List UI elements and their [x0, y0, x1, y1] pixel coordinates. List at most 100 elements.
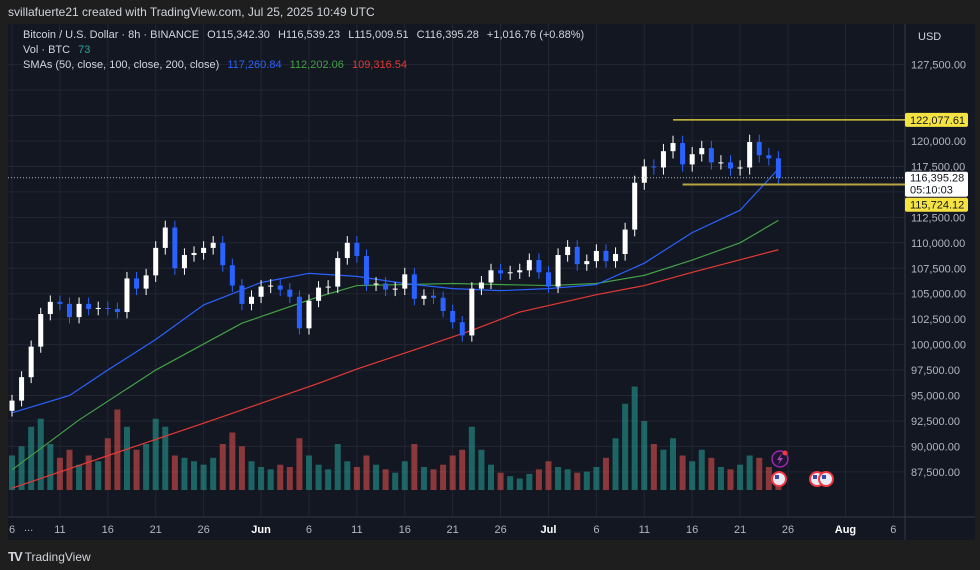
last-price-badge: [905, 171, 968, 197]
price-tick-label: 117,500.00: [911, 161, 965, 173]
volume-bar: [708, 457, 715, 490]
candle-body: [689, 154, 695, 165]
volume-bar: [37, 418, 44, 490]
candle-body: [153, 247, 159, 276]
candle-body: [105, 307, 111, 309]
price-tick-label: 105,000.00: [911, 289, 966, 301]
candle-body: [373, 283, 379, 285]
candle-body: [670, 143, 676, 152]
candle-body: [440, 297, 446, 312]
candle-body: [229, 265, 235, 286]
candle-body: [775, 158, 781, 178]
ohlc-low: L115,009.51: [348, 29, 409, 41]
candle-body: [651, 166, 657, 168]
volume-bar: [219, 444, 226, 490]
price-tick-label: 100,000.00: [911, 340, 966, 352]
volume-bar: [267, 469, 274, 490]
volume-bar: [47, 444, 54, 490]
volume-bar: [123, 426, 130, 490]
price-tick-label: 107,500.00: [911, 263, 966, 275]
candle-body: [19, 377, 25, 401]
volume-bar: [277, 464, 284, 490]
volume-bar: [631, 386, 638, 490]
price-tick-label: 112,500.00: [911, 212, 965, 224]
candle-body: [344, 242, 350, 259]
time-tick-label: 6: [593, 524, 599, 536]
candle-body: [9, 400, 15, 411]
candle-body: [507, 272, 513, 274]
time-tick-label: 6: [9, 524, 15, 536]
time-tick-label: 21: [734, 524, 746, 536]
candle-body: [545, 272, 551, 287]
volume-bar: [679, 455, 686, 490]
candle-body: [728, 162, 733, 169]
candle-body: [574, 246, 580, 265]
volume-bar: [401, 461, 408, 490]
volume-bar: [449, 455, 456, 490]
time-tick-label: Jun: [251, 524, 271, 536]
time-tick-label: 16: [686, 524, 698, 536]
candle-body: [277, 285, 283, 290]
ohlc-change: +1,016.76 (+0.88%): [486, 29, 585, 41]
candle-body: [383, 283, 389, 290]
level-price-label: 115,724.12: [910, 200, 964, 212]
tradingview-logo: TV TradingView: [8, 549, 91, 564]
candle-body: [431, 295, 437, 298]
candle-body: [756, 142, 762, 156]
sma-label[interactable]: SMAs (50, close, 100, close, 200, close): [23, 59, 220, 71]
candle-body: [66, 303, 72, 318]
candle-body: [38, 314, 44, 347]
volume-bar: [641, 421, 648, 490]
volume-bar: [95, 461, 102, 490]
candle-body: [172, 227, 178, 269]
event-dot: [782, 450, 788, 456]
candle-body: [536, 260, 542, 273]
volume-bar: [756, 457, 763, 490]
volume-bar: [143, 444, 150, 490]
chart-credit: svillafuerte21 created with TradingView.…: [8, 5, 375, 19]
candle-body: [622, 229, 628, 254]
candle-body: [325, 286, 331, 288]
more-indicators-button[interactable]: ...: [24, 522, 34, 534]
volume-bar: [411, 444, 418, 490]
candle-body: [249, 296, 254, 304]
volume-bar: [507, 476, 514, 490]
time-tick-label: 6: [306, 524, 312, 536]
currency-label: USD: [918, 31, 941, 43]
candle-body: [76, 303, 82, 318]
chart-canvas[interactable]: 127,500.00 120,000.00 117,500.00 112,500.00…: [8, 24, 975, 540]
candle-body: [613, 253, 619, 262]
symbol-legend: Bitcoin / U.S. Dollar · 8h · BINANCE O11…: [23, 29, 589, 41]
tradingview-logo-text: TradingView: [24, 549, 91, 564]
volume-label[interactable]: Vol · BTC: [23, 44, 71, 56]
volume-bar: [296, 438, 303, 490]
time-tick-label: Aug: [835, 524, 856, 536]
volume-bar: [315, 464, 322, 490]
candle-body: [296, 296, 302, 329]
volume-bar: [305, 455, 312, 490]
candle-body: [517, 270, 523, 273]
price-tick-label: 87,500.00: [911, 467, 960, 479]
candle-body: [392, 288, 398, 290]
flag-canton: [775, 475, 779, 479]
volume-bar: [420, 467, 427, 490]
level-price-badge: [905, 112, 968, 127]
candle-body: [201, 247, 207, 253]
volume-bar: [114, 409, 121, 490]
flag-canton: [813, 475, 817, 479]
symbol-title[interactable]: Bitcoin / U.S. Dollar · 8h · BINANCE: [23, 29, 200, 41]
volume-bar: [76, 464, 83, 490]
sma50-value: 117,260.84: [227, 59, 282, 71]
volume-bar: [612, 438, 619, 490]
volume-bar: [670, 438, 677, 490]
volume-bar: [181, 457, 188, 490]
candle-body: [459, 322, 465, 336]
bar-countdown-label: 05:10:03: [910, 185, 953, 197]
volume-bar: [737, 464, 744, 490]
time-tick-label: Jul: [541, 524, 557, 536]
candle-body: [306, 300, 312, 329]
price-tick-label: 120,000.00: [911, 136, 966, 148]
price-chart[interactable]: 127,500.00 120,000.00 117,500.00 112,500.00…: [8, 24, 975, 540]
candle-body: [478, 282, 484, 289]
time-tick-label: 26: [782, 524, 794, 536]
